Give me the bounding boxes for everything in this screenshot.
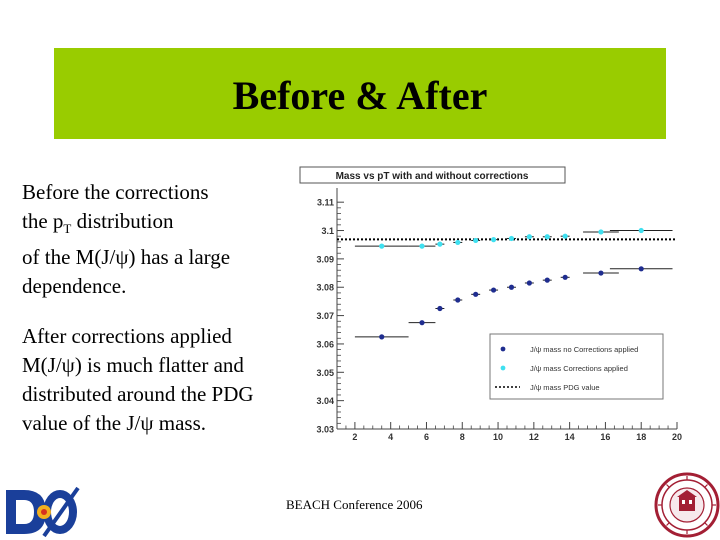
series-after-point [508, 235, 515, 242]
series-before-point [508, 284, 515, 290]
series-after-point [598, 229, 604, 235]
chart-title-box [299, 166, 566, 184]
before-paragraph: Before the corrections the pT distributi… [22, 178, 292, 301]
series-after-point [455, 239, 461, 246]
x-tick-label: 18 [636, 432, 646, 442]
y-tick-label: 3.05 [316, 368, 334, 378]
series-after-point [490, 237, 497, 243]
para1-line3: of the M(J/ψ) has a large [22, 245, 231, 270]
chart-axes: 3.03 3.04 3.05 3.06 3.07 3.08 3.09 3.1 3.11 2 4 6 8 1… [316, 188, 682, 442]
x-tick-label: 12 [529, 432, 539, 442]
chart-series [337, 227, 677, 340]
legend-entry-0: J/ψ mass no Corrections applied [530, 345, 638, 354]
y-tick-label: 3.1 [321, 226, 334, 236]
series-before-point [544, 277, 550, 283]
series-before-point [437, 305, 443, 312]
x-tick-label: 14 [565, 432, 575, 442]
series-before-point [473, 291, 479, 297]
legend-entry-1: J/ψ mass Corrections applied [530, 364, 628, 373]
y-tick-label: 3.08 [316, 283, 334, 293]
x-tick-label: 2 [352, 432, 357, 442]
series-after-point [544, 234, 550, 240]
series-after-point [638, 227, 644, 234]
d0-logo-icon [6, 486, 80, 538]
university-seal-icon [654, 472, 720, 538]
x-tick-label: 6 [424, 432, 429, 442]
legend-box [489, 333, 664, 400]
y-tick-label: 3.11 [317, 198, 334, 208]
series-after-point [526, 234, 532, 240]
x-tick-label: 4 [388, 432, 393, 442]
y-tick-label: 3.03 [316, 425, 334, 435]
y-tick-label: 3.07 [316, 311, 334, 321]
y-tick-label: 3.09 [316, 254, 334, 264]
para2-line1: After corrections applied [22, 324, 232, 348]
legend-marker-1 [500, 365, 506, 371]
x-tick-label: 10 [493, 432, 503, 442]
series-before-point [598, 270, 604, 276]
para2-line3: distributed around the PDG [22, 382, 254, 406]
series-before-point [419, 320, 425, 326]
series-before-point [562, 274, 568, 280]
para1-line4: dependence. [22, 274, 127, 299]
title-bar: Before & After [54, 48, 666, 139]
after-paragraph: After corrections applied M(J/ψ) is much… [22, 322, 307, 438]
x-tick-label: 16 [600, 432, 610, 442]
series-after-point [437, 241, 443, 247]
para2-line2: M(J/ψ) is much flatter and [22, 353, 244, 377]
y-tick-label: 3.04 [316, 396, 334, 406]
series-before-point [490, 287, 497, 293]
chart-legend: J/ψ mass no Corrections applied J/ψ mass … [489, 333, 664, 400]
slide-title: Before & After [232, 73, 488, 118]
mass-vs-pt-chart: Mass vs pT with and without corrections … [299, 166, 682, 442]
y-tick-label: 3.06 [316, 339, 334, 349]
series-before-point [526, 280, 532, 286]
chart-frame: Mass vs pT with and without corrections [299, 166, 566, 184]
series-after-point [562, 233, 568, 239]
series-before-point [455, 297, 461, 303]
series-before-point [379, 334, 385, 340]
legend-entry-2: J/ψ mass PDG value [530, 383, 600, 392]
para1-line2: the pT distribution [22, 207, 292, 243]
x-tick-label: 20 [672, 432, 682, 442]
series-before-point [638, 266, 644, 272]
para1-line1: Before the corrections [22, 180, 209, 204]
series-after-point [473, 237, 479, 244]
para1-line2-sub: T [63, 221, 72, 237]
footer-text: BEACH Conference 2006 [286, 497, 423, 512]
chart-title: Mass vs pT with and without corrections [336, 171, 529, 182]
para2-line4: value of the J/ψ mass. [22, 411, 207, 435]
para1-line2-b: distribution [71, 209, 174, 233]
legend-marker-0 [500, 346, 506, 352]
series-after-point [379, 243, 385, 249]
series-after-point [419, 243, 425, 249]
para1-line2-a: the p [22, 209, 64, 233]
x-tick-label: 8 [460, 432, 465, 442]
